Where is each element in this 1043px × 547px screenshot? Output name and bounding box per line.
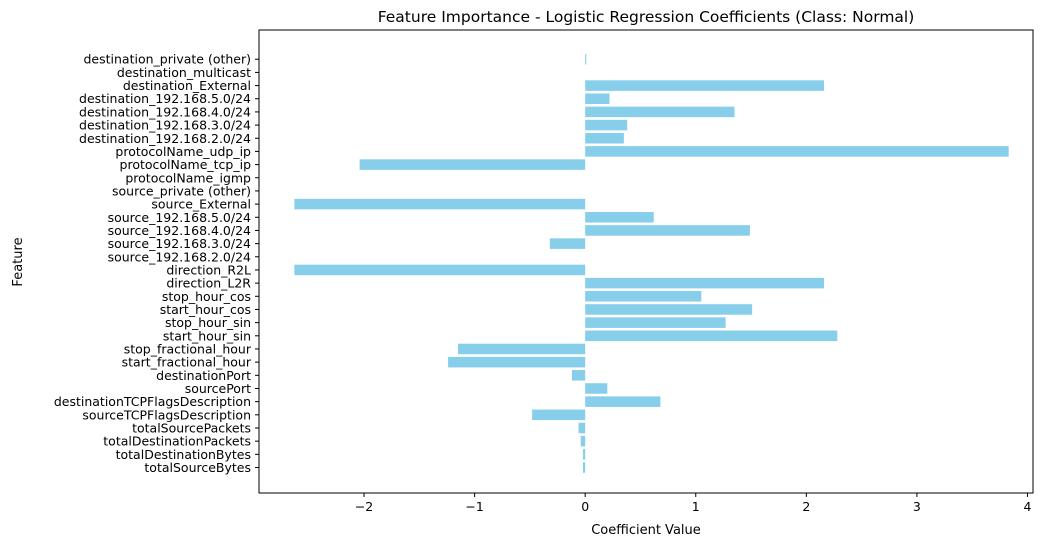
bar-8 [448, 356, 586, 368]
x-tick-label: −2 [355, 499, 373, 514]
y-tick-label: protocolName_udp_ip [115, 144, 251, 159]
bar-2 [580, 435, 586, 447]
bar-1 [582, 449, 586, 460]
y-tick-label: destination_192.168.2.0/24 [79, 131, 251, 146]
bars-group [294, 53, 1009, 473]
bar-25 [585, 132, 624, 144]
y-tick-label: stop_fractional_hour [124, 341, 252, 356]
y-tick-label: source_192.168.3.0/24 [108, 236, 251, 251]
bar-4 [532, 409, 586, 421]
y-tick-label: stop_hour_cos [162, 289, 251, 304]
bar-9 [458, 343, 586, 355]
x-tick-label: 4 [1023, 499, 1031, 514]
y-axis-label: Feature [11, 237, 26, 286]
y-tick-label: totalSourceBytes [144, 460, 251, 475]
x-tick-label: 1 [692, 499, 700, 514]
y-tick-label: totalSourcePackets [132, 420, 251, 435]
y-tick-label: direction_R2L [166, 262, 251, 277]
y-tick-label: source_192.168.2.0/24 [108, 249, 251, 264]
x-axis-label: Coefficient Value [591, 523, 701, 538]
y-tick-label: destination_External [123, 78, 251, 93]
y-tick-label: source_192.168.5.0/24 [108, 210, 251, 225]
y-tick-label: destination_private (other) [83, 52, 251, 67]
y-tick-label: destination_multicast [117, 65, 251, 80]
y-tick-label: destinationTCPFlagsDescription [54, 394, 251, 409]
bar-19 [585, 212, 654, 223]
plot-frame [258, 29, 1034, 494]
y-tick-label: totalDestinationBytes [116, 447, 251, 462]
y-tick-label: source_192.168.4.0/24 [108, 223, 251, 238]
bar-14 [585, 277, 825, 289]
bar-11 [585, 317, 726, 328]
y-tick-label: start_hour_cos [160, 302, 251, 317]
y-tick-label: start_fractional_hour [122, 355, 252, 370]
bar-7 [571, 370, 586, 381]
chart-title: Feature Importance - Logistic Regression… [378, 8, 915, 26]
x-tick-label: 0 [581, 499, 589, 514]
y-tick-label: destinationPort [156, 368, 251, 383]
y-tick-label: direction_L2R [166, 276, 251, 291]
bar-13 [585, 291, 702, 302]
bar-6 [585, 383, 608, 394]
bar-20 [294, 198, 586, 210]
y-tick-label: start_hour_sin [163, 328, 251, 343]
bar-27 [585, 106, 735, 118]
bar-26 [585, 119, 628, 131]
bar-0 [582, 462, 586, 473]
y-tick-label: stop_hour_sin [165, 315, 251, 330]
bar-31 [585, 53, 587, 65]
y-tick-label: destination_192.168.5.0/24 [79, 91, 251, 106]
y-tick-label: protocolName_igmp [125, 170, 251, 185]
y-tick-label: source_External [151, 197, 251, 212]
y-axis-ticks: totalSourceBytestotalDestinationBytestot… [54, 52, 259, 475]
y-tick-label: destination_192.168.3.0/24 [79, 118, 251, 133]
y-tick-label: sourceTCPFlagsDescription [82, 407, 251, 422]
y-tick-label: sourcePort [185, 381, 251, 396]
bar-17 [549, 238, 586, 249]
bar-10 [585, 330, 838, 342]
bar-12 [585, 304, 753, 315]
x-tick-label: 3 [913, 499, 921, 514]
bar-24 [585, 146, 1009, 157]
x-axis-ticks: −2 −1 0 1 2 3 4 [355, 493, 1031, 514]
x-tick-label: 2 [802, 499, 810, 514]
bar-15 [294, 264, 586, 276]
y-tick-label: source_private (other) [112, 183, 251, 198]
bar-28 [585, 93, 610, 105]
y-tick-label: protocolName_tcp_ip [120, 157, 252, 172]
bar-5 [585, 396, 661, 407]
x-tick-label: −1 [465, 499, 483, 514]
bar-18 [585, 225, 750, 236]
bar-23 [359, 159, 586, 170]
y-tick-label: destination_192.168.4.0/24 [79, 104, 251, 119]
y-tick-label: totalDestinationPackets [103, 434, 251, 449]
bar-29 [585, 80, 825, 91]
bar-3 [578, 422, 586, 434]
